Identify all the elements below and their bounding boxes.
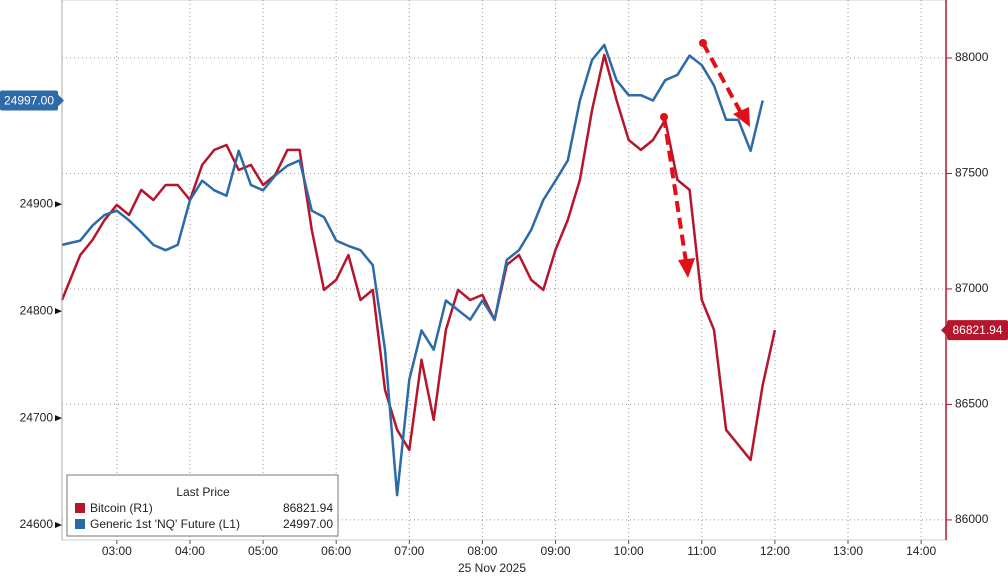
- y2-tick-label: 86000: [955, 512, 989, 526]
- x-tick-label: 05:00: [248, 544, 278, 558]
- legend-label: Generic 1st 'NQ' Future (L1): [90, 517, 240, 531]
- arrow-line: [662, 116, 688, 263]
- legend-swatch: [75, 519, 85, 529]
- badge-pointer: [941, 324, 947, 337]
- y2-tick-label: 88000: [955, 50, 989, 64]
- legend-value: 86821.94: [283, 501, 333, 515]
- x-tick-label: 09:00: [541, 544, 571, 558]
- legend-title: Last Price: [176, 485, 230, 499]
- x-tick-label: 10:00: [614, 544, 644, 558]
- x-tick-label: 06:00: [321, 544, 351, 558]
- x-tick-label: 14:00: [906, 544, 936, 558]
- series-line: [61, 43, 764, 497]
- last-price-badge: [0, 90, 58, 111]
- y2-tick-label: 86500: [955, 397, 989, 411]
- x-tick-label: 04:00: [175, 544, 205, 558]
- legend-value: 24997.00: [283, 517, 333, 531]
- arrow-head: [733, 107, 750, 127]
- legend: Last Price Bitcoin (R1) 86821.94 Generic…: [66, 474, 339, 537]
- lines: [60, 43, 777, 497]
- legend-swatch: [75, 503, 85, 513]
- y-tick: [55, 415, 62, 422]
- y2-tick-label: 87000: [955, 281, 989, 295]
- arrow-line: [701, 42, 743, 114]
- arrow-head: [678, 258, 695, 278]
- grid: [62, 0, 946, 540]
- last-price-label: 86821.94: [952, 323, 1002, 337]
- y-tick-label: 24700: [20, 410, 54, 424]
- y-tick: [55, 308, 62, 315]
- x-tick-label: 11:00: [687, 544, 716, 558]
- y-tick-label: 24900: [20, 196, 54, 210]
- x-tick-label: 13:00: [833, 544, 863, 558]
- y-tick: [55, 201, 62, 208]
- last-price-label: 24997.00: [4, 94, 54, 108]
- y-tick: [55, 522, 62, 529]
- x-tick-label: 08:00: [467, 544, 497, 558]
- badge-pointer: [58, 94, 64, 107]
- y-tick-label: 24800: [20, 303, 54, 317]
- x-tick-label: 07:00: [394, 544, 424, 558]
- x-tick-label: 03:00: [102, 544, 132, 558]
- x-axis-label: 25 Nov 2025: [458, 561, 526, 575]
- y2-tick-label: 87500: [955, 166, 989, 180]
- y-tick-label: 24600: [20, 517, 54, 531]
- legend-label: Bitcoin (R1): [90, 501, 153, 515]
- x-tick-label: 12:00: [760, 544, 790, 558]
- legend-box: [66, 474, 339, 537]
- series-line: [60, 53, 777, 462]
- annotation-arrows: [660, 39, 750, 278]
- last-price-badge: [947, 320, 1008, 341]
